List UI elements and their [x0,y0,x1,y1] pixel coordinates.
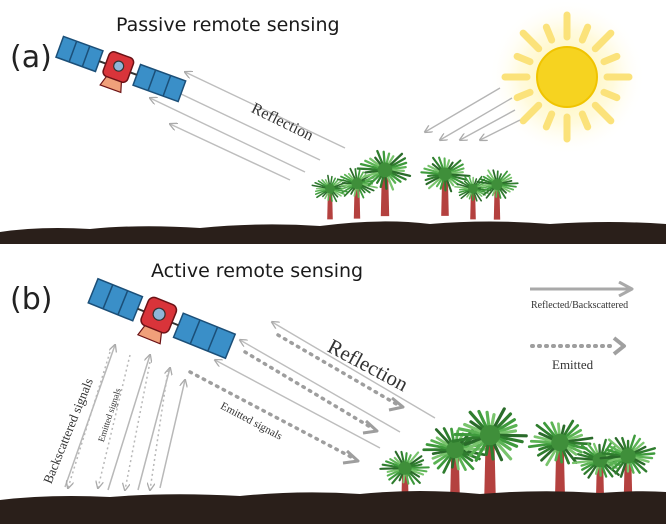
sun-ray [578,23,592,44]
panel-b-title: Active remote sensing [151,260,364,282]
tree-icon [420,156,471,216]
sun-ray [519,29,543,53]
reflection-arrows-b [215,322,436,449]
sun-ray [600,52,621,66]
panel-b-letter: (b) [10,282,53,317]
tree-icon [356,149,412,217]
solar-panel-right [132,63,187,103]
tree-icon [476,169,519,220]
tree-icon [451,407,528,499]
reflection-arrows-a [150,72,346,181]
panel-a-letter: (a) [10,40,52,75]
sun-ray [600,88,621,102]
sunlight-arrows [425,87,521,140]
sun-ray [542,110,556,131]
sun-ray [513,88,534,102]
tree-icon [599,434,656,505]
tree-icon [527,419,594,498]
tree-icon [311,174,348,220]
backscattered-arrows [64,345,185,491]
legend-reflected-label: Reflected/Backscattered [531,300,629,311]
sun-ray [578,110,592,131]
legend [530,289,632,356]
panel-b [0,277,666,524]
tree-icon [336,167,378,219]
trees-a [311,149,519,220]
sun-ray [591,101,615,125]
trees-b [379,407,656,510]
tree-icon [454,175,492,220]
satellite-icon-b [87,277,237,360]
legend-emitted-label: Emitted [552,357,594,372]
panel-a [0,0,666,244]
emitted-arrows-to-trees [188,333,400,460]
ground-b [0,491,666,524]
sun-ray [542,23,556,44]
solar-panel-left [55,35,104,73]
sun-icon [489,0,645,155]
ground-a [0,221,666,244]
solar-panel-right [172,312,237,360]
satellite-icon [55,35,187,103]
solar-panel-left [87,277,144,322]
sun-ray [513,52,534,66]
emitted-arrows-down [68,351,169,490]
panel-a-title: Passive remote sensing [116,14,340,36]
sun-ray [519,101,543,125]
sun-ray [591,29,615,53]
